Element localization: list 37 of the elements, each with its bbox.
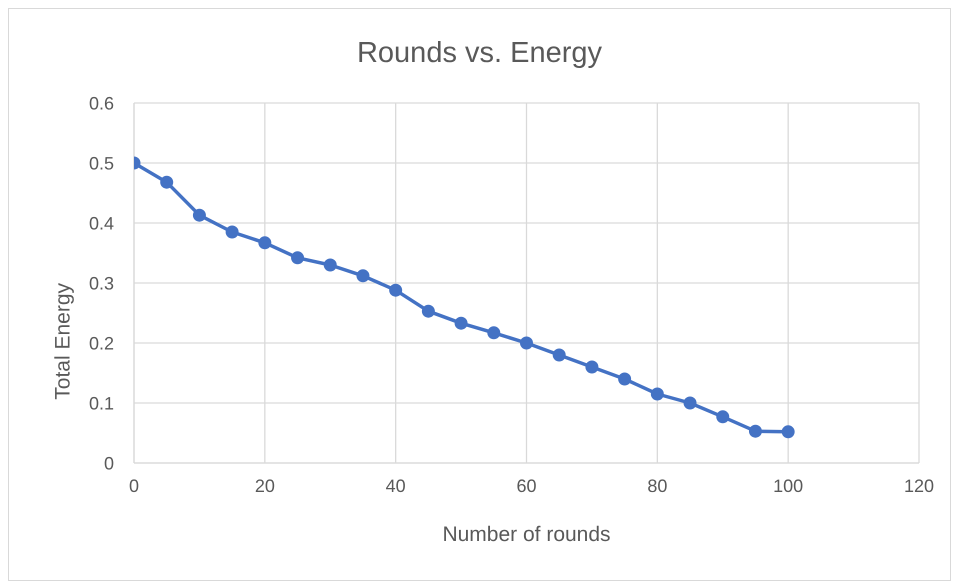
point [716, 410, 730, 424]
point [258, 236, 272, 250]
point [422, 304, 435, 318]
point [454, 316, 468, 330]
point [618, 372, 632, 386]
point [487, 326, 500, 340]
y-tick-label: 0.2 [88, 333, 114, 354]
y-tick-label: 0.6 [88, 93, 114, 114]
x-tick-label: 120 [904, 476, 934, 496]
point [650, 388, 664, 400]
point [160, 176, 174, 189]
point [520, 336, 533, 350]
x-axis-title: Number of rounds [442, 523, 611, 546]
y-tick-label: 0.4 [88, 213, 114, 234]
x-tick-label: 0 [128, 476, 140, 496]
point [324, 258, 337, 272]
x-tick-label: 40 [386, 476, 406, 496]
point [748, 424, 762, 438]
point [192, 208, 206, 222]
point [552, 348, 566, 362]
point [684, 396, 697, 410]
chart-title: Rounds vs. Energy [356, 37, 603, 70]
point [389, 284, 402, 297]
point [585, 360, 598, 374]
x-tick-label: 80 [647, 476, 668, 496]
y-axis-title: Total Energy [51, 282, 74, 400]
x-tick-label: 100 [773, 476, 804, 496]
x-tick-label: 20 [254, 476, 275, 496]
x-tick-label: 60 [516, 476, 537, 496]
y-tick-label: 0.3 [88, 273, 114, 294]
point [782, 425, 795, 438]
y-tick-label: 0.1 [88, 393, 114, 414]
point [226, 226, 239, 238]
y-tick-label: 0.5 [88, 153, 114, 174]
y-tick-label: 0 [104, 453, 114, 474]
point [291, 251, 304, 264]
point [356, 269, 370, 282]
